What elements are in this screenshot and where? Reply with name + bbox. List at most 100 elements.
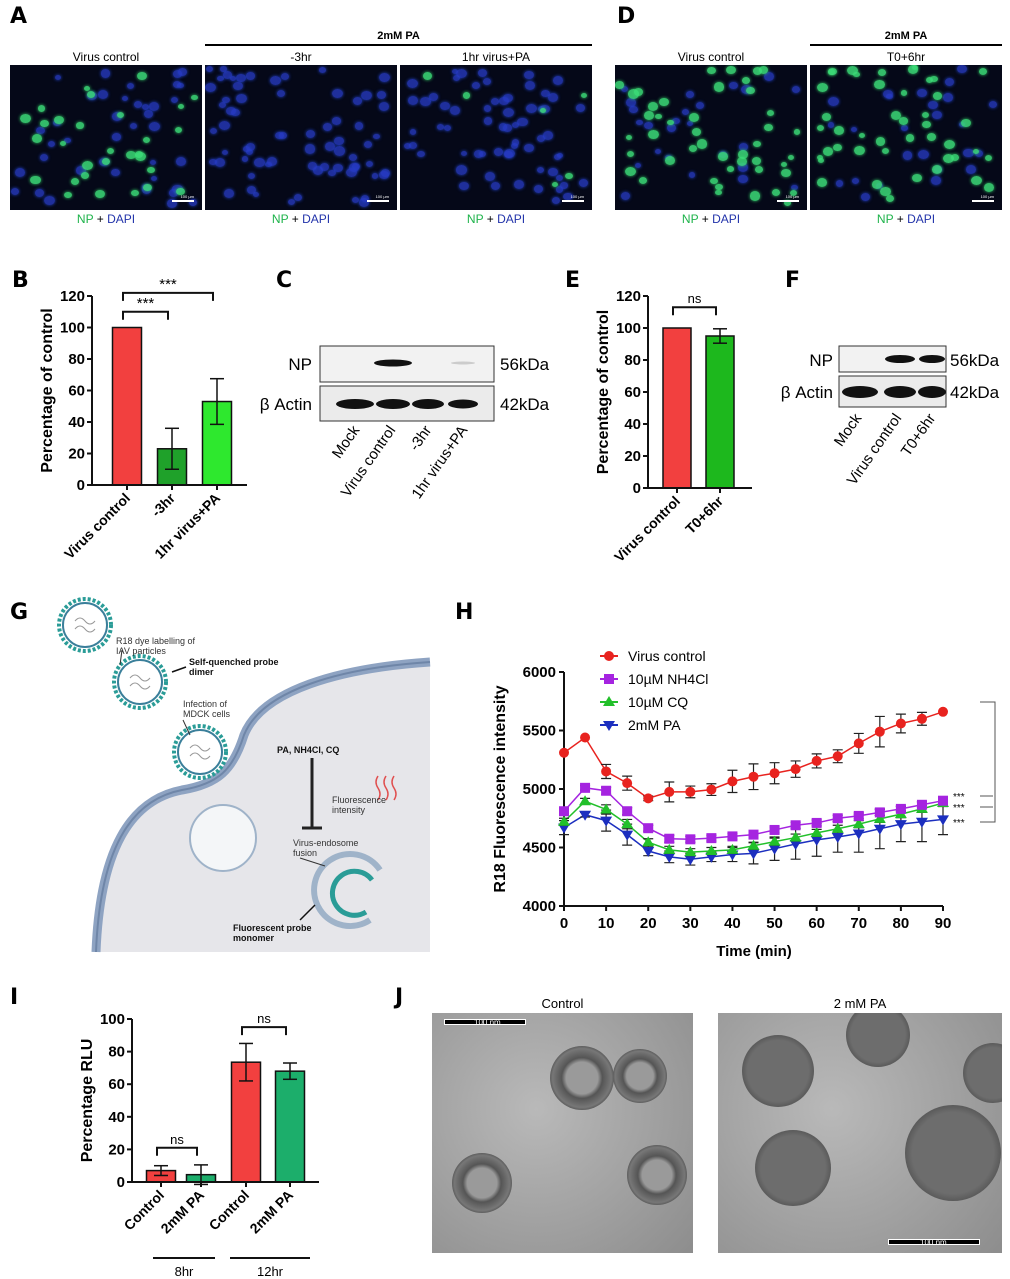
- cell-nucleus: [565, 172, 574, 180]
- virus-particle-icon: [62, 602, 108, 648]
- cell-nucleus: [576, 104, 585, 112]
- panel-d-title-1: Virus control: [677, 50, 745, 64]
- cell-nucleus: [456, 165, 467, 175]
- cell-nucleus: [327, 169, 336, 177]
- cell-nucleus: [902, 151, 913, 160]
- np-label: NP: [681, 212, 699, 226]
- x-tick-label: 2mM PA: [246, 1187, 296, 1237]
- cell-nucleus: [191, 94, 198, 101]
- cell-nucleus: [304, 144, 316, 154]
- plus: +: [93, 212, 108, 226]
- cell-nucleus: [14, 167, 26, 178]
- data-point: [706, 784, 717, 795]
- panel-label-f: F: [785, 268, 801, 293]
- cell-nucleus: [224, 189, 235, 198]
- cell-nucleus: [629, 105, 638, 113]
- cell-nucleus: [408, 141, 417, 149]
- significance-label: ***: [159, 276, 177, 293]
- cell-nucleus: [749, 191, 761, 201]
- cell-nucleus: [942, 92, 954, 102]
- data-point: [937, 815, 949, 826]
- cell-nucleus: [276, 90, 286, 98]
- cell-nucleus: [266, 157, 277, 166]
- cell-nucleus: [354, 122, 364, 130]
- x-axis-label: Time (min): [716, 943, 792, 960]
- cell-nucleus: [332, 117, 342, 125]
- viral-rna-icon: [74, 617, 96, 633]
- cell-nucleus: [312, 166, 323, 175]
- np-label: NP: [876, 212, 894, 226]
- dapi-label: DAPI: [907, 212, 936, 226]
- cell-nucleus: [490, 98, 499, 105]
- diagram-label: Infection of: [183, 699, 228, 709]
- cell-nucleus: [854, 146, 865, 156]
- y-tick-label: 60: [624, 384, 641, 401]
- cell-nucleus: [477, 69, 488, 78]
- cell-nucleus: [360, 194, 369, 202]
- cell-nucleus: [361, 90, 372, 100]
- cell-nucleus: [828, 68, 837, 76]
- cell-nucleus: [378, 171, 389, 180]
- y-tick-label: 4000: [523, 898, 556, 915]
- cell-nucleus: [835, 180, 844, 187]
- cell-nucleus: [134, 150, 144, 159]
- x-tick-label: 40: [724, 915, 741, 932]
- data-point: [873, 812, 886, 823]
- cell-nucleus: [484, 172, 496, 181]
- cell-nucleus: [753, 140, 761, 148]
- panel-label-j: J: [395, 985, 404, 1010]
- cell-nucleus: [827, 96, 839, 106]
- cell-nucleus: [926, 77, 934, 84]
- virion: [613, 1049, 667, 1103]
- plus: +: [483, 212, 498, 226]
- y-tick-label: 0: [117, 1174, 125, 1191]
- data-point: [559, 747, 569, 758]
- data-point: [727, 831, 738, 842]
- data-point: [601, 766, 612, 777]
- data-point: [832, 813, 843, 824]
- cell-nucleus: [349, 154, 358, 161]
- cell-nucleus: [781, 162, 788, 168]
- blot-row-label: NP: [288, 355, 312, 374]
- cell-nucleus: [40, 154, 49, 162]
- data-point: [747, 839, 760, 850]
- cell-nucleus: [553, 153, 561, 160]
- panel-a-group-label: 2mM PA: [377, 30, 420, 42]
- cell-nucleus: [280, 73, 289, 81]
- data-point: [727, 776, 738, 787]
- cell-nucleus: [688, 171, 696, 178]
- significance-bracket: [241, 1026, 287, 1036]
- cell-nucleus: [82, 160, 93, 170]
- stain-caption: NP + DAPI: [615, 212, 807, 226]
- cell-nucleus: [35, 189, 45, 198]
- cell-nucleus: [226, 106, 237, 116]
- tem-title-control: Control: [541, 996, 584, 1011]
- cell-nucleus: [552, 76, 563, 85]
- cell-nucleus: [177, 67, 187, 76]
- cell-nucleus: [221, 96, 230, 104]
- cell-nucleus: [95, 189, 105, 198]
- cell-nucleus: [440, 101, 450, 110]
- cell-nucleus: [681, 109, 689, 115]
- cell-nucleus: [170, 96, 178, 103]
- significance-label: ns: [688, 291, 702, 306]
- cell-nucleus: [542, 131, 553, 140]
- cell-nucleus: [100, 69, 111, 78]
- virus-spikes-icon: [112, 654, 168, 710]
- cell-nucleus: [137, 72, 147, 81]
- cell-nucleus: [233, 81, 243, 91]
- y-tick-label: 4500: [523, 840, 556, 857]
- cell-nucleus: [638, 177, 647, 185]
- scale-bar-label: 100 µm: [980, 194, 994, 199]
- diagram-label: fusion: [293, 848, 317, 858]
- data-point: [705, 852, 718, 863]
- cell-nucleus: [791, 184, 799, 191]
- cell-nucleus: [306, 129, 316, 138]
- cell-nucleus: [222, 149, 229, 156]
- panel-a-title-1: Virus control: [72, 50, 140, 64]
- cell-nucleus: [883, 89, 893, 98]
- cell-nucleus: [279, 132, 287, 139]
- cell-nucleus: [552, 182, 559, 188]
- cell-nucleus: [634, 162, 642, 169]
- y-tick-label: 120: [616, 288, 641, 305]
